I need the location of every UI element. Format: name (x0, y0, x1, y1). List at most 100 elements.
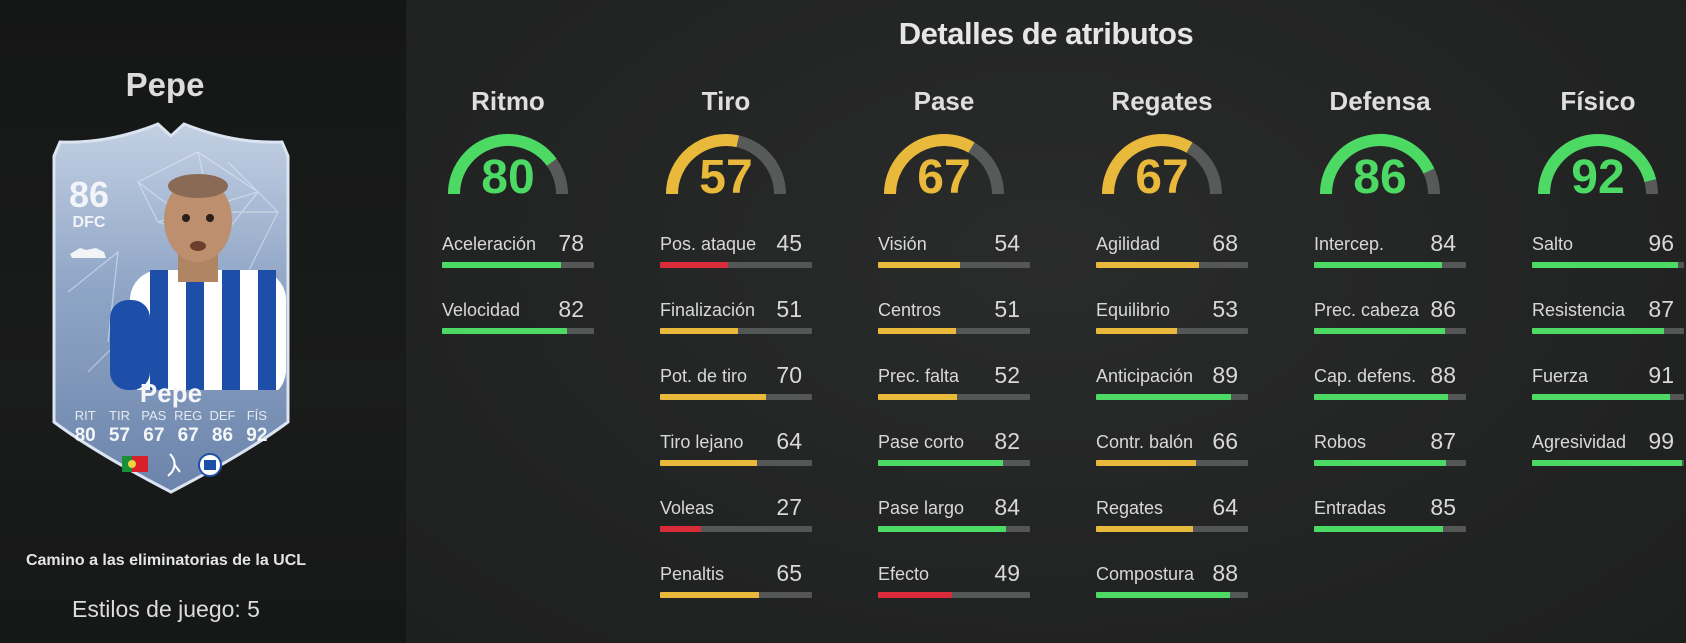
attribute-row[interactable]: Prec. cabeza 86 (1314, 296, 1466, 340)
category-value: 67 (1135, 151, 1189, 204)
card-position: DFC (72, 214, 106, 231)
attribute-bar (660, 394, 812, 400)
attribute-bar-fill (660, 460, 758, 466)
attribute-row[interactable]: Penaltis 65 (660, 560, 812, 604)
attribute-row[interactable]: Pot. de tiro 70 (660, 362, 812, 406)
attribute-bar-fill (878, 328, 956, 334)
category-value: 80 (481, 151, 535, 204)
attribute-row[interactable]: Efecto 49 (878, 560, 1030, 604)
card-subtitle: Camino a las eliminatorias de la UCL (25, 552, 307, 569)
attribute-value: 27 (776, 494, 802, 520)
portugal-flag-icon (122, 456, 148, 472)
category-value: 57 (699, 151, 753, 204)
attribute-bar-fill (442, 328, 567, 334)
attribute-bar-fill (878, 526, 1006, 532)
attribute-row[interactable]: Centros 51 (878, 296, 1030, 340)
attribute-name: Contr. balón (1096, 432, 1194, 452)
attribute-bar-fill (1096, 460, 1197, 466)
attribute-bar-fill (878, 394, 958, 400)
gauge-fill (448, 134, 557, 195)
category-title: Pase (913, 86, 975, 116)
category-title: Defensa (1329, 86, 1431, 116)
category-value: 67 (917, 151, 971, 204)
attribute-row[interactable]: Agresividad 99 (1532, 428, 1684, 472)
attribute-bar-fill (1314, 262, 1442, 268)
attribute-row[interactable]: Finalización 51 (660, 296, 812, 340)
card-badges (122, 453, 222, 477)
attribute-name: Agilidad (1096, 234, 1161, 254)
attribute-value: 88 (1430, 362, 1456, 388)
category-title: Regates (1111, 86, 1213, 116)
attribute-bar (878, 328, 1030, 334)
card-stats: RIT TIR PAS REG DEF FÍS 80 57 67 67 86 9… (68, 408, 274, 447)
attribute-value: 54 (994, 230, 1020, 256)
attribute-bar (1314, 526, 1466, 532)
attribute-row[interactable]: Equilibrio 53 (1096, 296, 1248, 340)
player-card[interactable]: 86 DFC Pepe RIT TIR PAS REG DEF FÍS (48, 122, 294, 494)
attribute-row[interactable]: Agilidad 68 (1096, 230, 1248, 274)
attribute-row[interactable]: Cap. defens. 88 (1314, 362, 1466, 406)
attribute-row[interactable]: Prec. falta 52 (878, 362, 1030, 406)
attribute-bar (1314, 394, 1466, 400)
attribute-row[interactable]: Pase corto 82 (878, 428, 1030, 472)
card-stat-label: DEF (209, 408, 236, 423)
attribute-row[interactable]: Compostura 88 (1096, 560, 1248, 604)
attribute-row[interactable]: Contr. balón 66 (1096, 428, 1248, 472)
category-value: 92 (1571, 151, 1625, 204)
attribute-value: 52 (994, 362, 1020, 388)
attribute-name: Intercep. (1314, 234, 1385, 254)
card-player-name: Pepe (139, 378, 203, 408)
attribute-name: Visión (878, 234, 927, 254)
attribute-bar-fill (1532, 394, 1671, 400)
attribute-name: Prec. cabeza (1314, 300, 1420, 320)
attribute-row[interactable]: Robos 87 (1314, 428, 1466, 472)
attribute-name: Voleas (660, 498, 715, 518)
attribute-row[interactable]: Anticipación 89 (1096, 362, 1248, 406)
attribute-row[interactable]: Pos. ataque 45 (660, 230, 812, 274)
attribute-bar-fill (1314, 394, 1448, 400)
attribute-row[interactable]: Voleas 27 (660, 494, 812, 538)
card-rating: 86 (68, 174, 110, 215)
attribute-row[interactable]: Regates 64 (1096, 494, 1248, 538)
attribute-bar-fill (1532, 328, 1665, 334)
attribute-value: 84 (1430, 230, 1456, 256)
attribute-bar-fill (660, 328, 738, 334)
category-value: 86 (1353, 151, 1407, 204)
category-title: Ritmo (471, 86, 545, 116)
attribute-value: 51 (776, 296, 802, 322)
league-logo-icon (167, 453, 181, 477)
attribute-row[interactable]: Salto 96 (1532, 230, 1684, 274)
attribute-bar-fill (660, 262, 729, 268)
category-2: Tiro 57 Pos. ataque 45 Finalización 51 Pot. de… (642, 0, 812, 643)
attribute-value: 51 (994, 296, 1020, 322)
attribute-row[interactable]: Fuerza 91 (1532, 362, 1684, 406)
attribute-bar (660, 592, 812, 598)
gauge-fill (666, 134, 740, 195)
attribute-value: 45 (776, 230, 802, 256)
card-stat-label: FÍS (246, 408, 267, 423)
card-stat-value: 67 (177, 425, 199, 446)
attribute-bar-fill (1532, 460, 1683, 466)
category-5: Defensa 86 Intercep. 84 Prec. cabeza 86 Cap. d… (1296, 0, 1466, 643)
attribute-row[interactable]: Intercep. 84 (1314, 230, 1466, 274)
attribute-row[interactable]: Resistencia 87 (1532, 296, 1684, 340)
category-gauge (666, 134, 786, 195)
attribute-name: Entradas (1314, 498, 1387, 518)
attribute-name: Compostura (1096, 564, 1195, 584)
category-6: Físico 92 Salto 96 Resistencia 87 Fuerza 91 Agre… (1514, 0, 1684, 643)
attribute-name: Agresividad (1532, 432, 1627, 452)
attribute-value: 87 (1648, 296, 1674, 322)
attribute-value: 85 (1430, 494, 1456, 520)
playstyles-count[interactable]: Estilos de juego: 5 (72, 596, 260, 622)
attribute-bar (878, 526, 1030, 532)
gauge-fill (1538, 134, 1657, 195)
category-gauge (1102, 134, 1222, 195)
attribute-row[interactable]: Visión 54 (878, 230, 1030, 274)
attribute-row[interactable]: Velocidad 82 (442, 296, 594, 340)
attribute-row[interactable]: Aceleración 78 (442, 230, 594, 274)
attribute-bar (1532, 394, 1684, 400)
attribute-row[interactable]: Entradas 85 (1314, 494, 1466, 538)
attribute-row[interactable]: Pase largo 84 (878, 494, 1030, 538)
attribute-row[interactable]: Tiro lejano 64 (660, 428, 812, 472)
attribute-value: 66 (1212, 428, 1238, 454)
